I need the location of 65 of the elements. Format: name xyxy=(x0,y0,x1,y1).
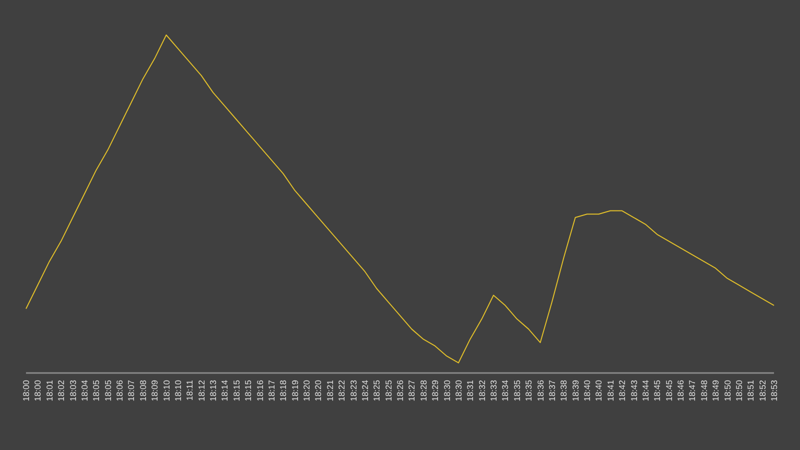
x-tick-label: 18:14 xyxy=(220,380,230,402)
x-tick-label: 18:45 xyxy=(664,380,674,402)
x-tick-label: 18:36 xyxy=(535,380,546,402)
x-tick-label: 18:48 xyxy=(698,380,709,402)
x-tick-label: 18:25 xyxy=(372,380,382,402)
x-tick-label: 18:40 xyxy=(594,380,604,402)
x-tick-label: 18:50 xyxy=(722,380,732,402)
x-tick-label: 18:45 xyxy=(652,380,662,402)
x-tick-label: 18:49 xyxy=(710,380,721,402)
x-tick-label: 18:44 xyxy=(640,380,650,402)
x-tick-label: 18:10 xyxy=(172,380,183,402)
x-tick-label: 18:32 xyxy=(476,380,487,402)
x-tick-label: 18:41 xyxy=(605,380,616,402)
x-tick-label: 18:27 xyxy=(406,380,417,402)
x-tick-label: 18:00 xyxy=(32,380,43,402)
x-tick-label: 18:20 xyxy=(302,380,312,402)
x-tick-label: 18:13 xyxy=(208,380,218,402)
x-tick-label: 18:30 xyxy=(453,380,464,402)
x-tick-label: 18:00 xyxy=(21,380,31,402)
x-tick-label: 18:30 xyxy=(442,380,452,402)
x-tick-label: 18:17 xyxy=(266,380,276,402)
x-tick-label: 18:26 xyxy=(395,380,405,402)
x-tick-label: 18:35 xyxy=(512,380,522,402)
x-tick-label: 18:33 xyxy=(488,380,498,402)
x-tick-label: 18:39 xyxy=(570,380,580,402)
x-tick-label: 18:19 xyxy=(290,380,300,402)
x-tick-label: 18:18 xyxy=(278,380,288,402)
x-tick-label: 18:02 xyxy=(56,380,66,402)
x-tick-label: 18:03 xyxy=(68,380,78,402)
x-tick-label: 18:38 xyxy=(558,380,569,402)
x-tick-label: 18:06 xyxy=(114,380,124,402)
x-tick-label: 18:50 xyxy=(734,380,744,402)
x-tick-label: 18:52 xyxy=(757,380,768,402)
x-tick-label: 18:05 xyxy=(91,380,102,402)
x-tick-label: 18:20 xyxy=(313,380,324,402)
x-tick-label: 18:40 xyxy=(582,380,592,402)
x-tick-label: 18:09 xyxy=(150,380,160,402)
x-tick-label: 18:31 xyxy=(465,380,476,402)
x-tick-label: 18:21 xyxy=(324,380,335,402)
x-tick-label: 18:08 xyxy=(138,380,148,402)
x-tick-label: 18:34 xyxy=(500,380,510,402)
x-tick-label: 18:28 xyxy=(418,380,428,402)
x-tick-label: 18:46 xyxy=(676,380,686,402)
x-tick-label: 18:42 xyxy=(617,380,628,402)
x-tick-label: 18:23 xyxy=(348,380,358,402)
x-tick-label: 18:12 xyxy=(196,380,206,402)
x-tick-label: 18:29 xyxy=(430,380,440,402)
x-tick-label: 18:37 xyxy=(546,380,557,402)
x-tick-label: 18:04 xyxy=(79,380,90,402)
x-tick-label: 18:24 xyxy=(360,380,370,402)
x-tick-label: 18:25 xyxy=(383,380,394,402)
x-tick-label: 18:10 xyxy=(161,380,172,402)
x-tick-label: 18:11 xyxy=(184,380,195,401)
x-tick-label: 18:53 xyxy=(769,380,779,402)
x-tick-label: 18:05 xyxy=(102,380,113,402)
x-tick-label: 18:22 xyxy=(336,380,347,402)
x-tick-label: 18:35 xyxy=(524,380,534,402)
x-tick-label: 18:51 xyxy=(746,380,756,402)
x-tick-label: 18:15 xyxy=(243,380,254,402)
x-tick-label: 18:15 xyxy=(231,380,242,402)
x-tick-label: 18:47 xyxy=(687,380,698,402)
x-tick-label: 18:01 xyxy=(44,380,54,402)
x-tick-label: 18:16 xyxy=(254,380,265,402)
x-tick-label: 18:07 xyxy=(126,380,136,402)
x-tick-label: 18:43 xyxy=(628,380,639,402)
